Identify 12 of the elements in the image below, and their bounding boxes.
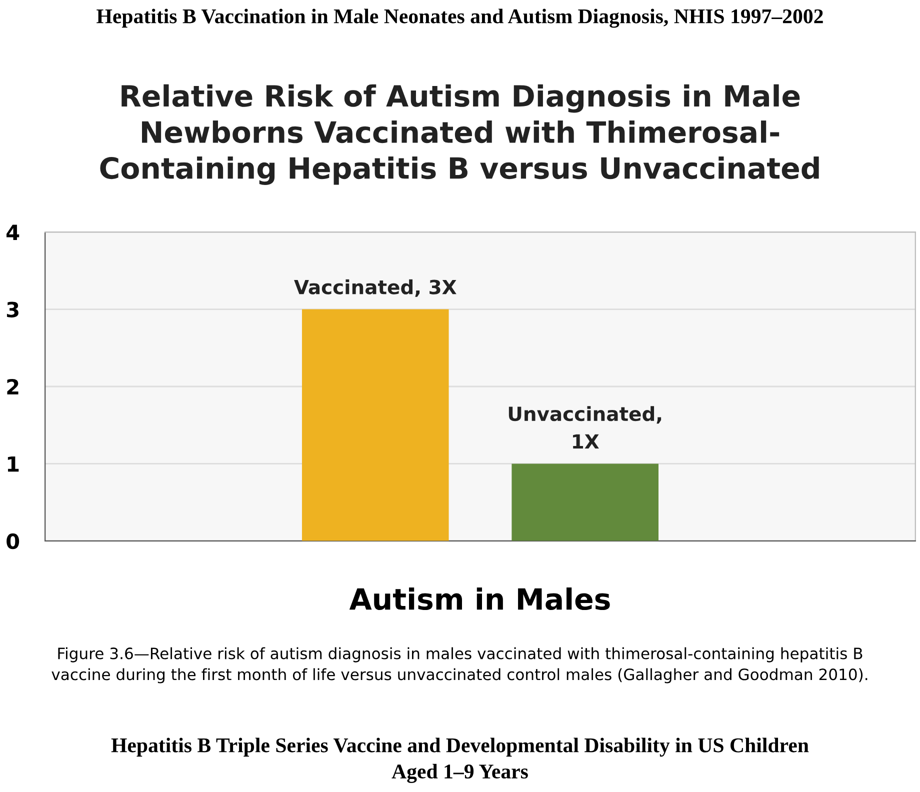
chart-subtitle: Relative Risk of Autism Diagnosis in Male Newborns Vaccinated with Thimerosal- Containing Hepatitis B versus Unvaccinated [100,84,819,185]
y-tick-label: 3 [6,302,18,318]
caption: Figure 3.6—Relative risk of autism diagnosis in males vaccinated with thimerosal-containing hepatitis B vaccine during the first month of life versus unvaccinated control males (Gallagher and Goodman 2010). [52,647,868,684]
y-tick-label: 1 [8,456,19,472]
data-label: Unvaccinated, 1X [508,406,662,449]
x-axis-title: Autism in Males [349,587,610,610]
y-tick-label: 0 [6,533,20,550]
y-tick-label: 2 [7,378,18,394]
data-label: Vaccinated, 3X [294,279,456,297]
text: Hepatitis B Triple Series Vaccine and Developmental Disability in US Children Aged 1–9 Years [111,738,809,783]
y-tick-label: 4 [6,224,20,240]
chart-title: Hepatitis B Vaccination in Male Neonates and Autism Diagnosis, NHIS 1997–2002 [96,8,823,28]
